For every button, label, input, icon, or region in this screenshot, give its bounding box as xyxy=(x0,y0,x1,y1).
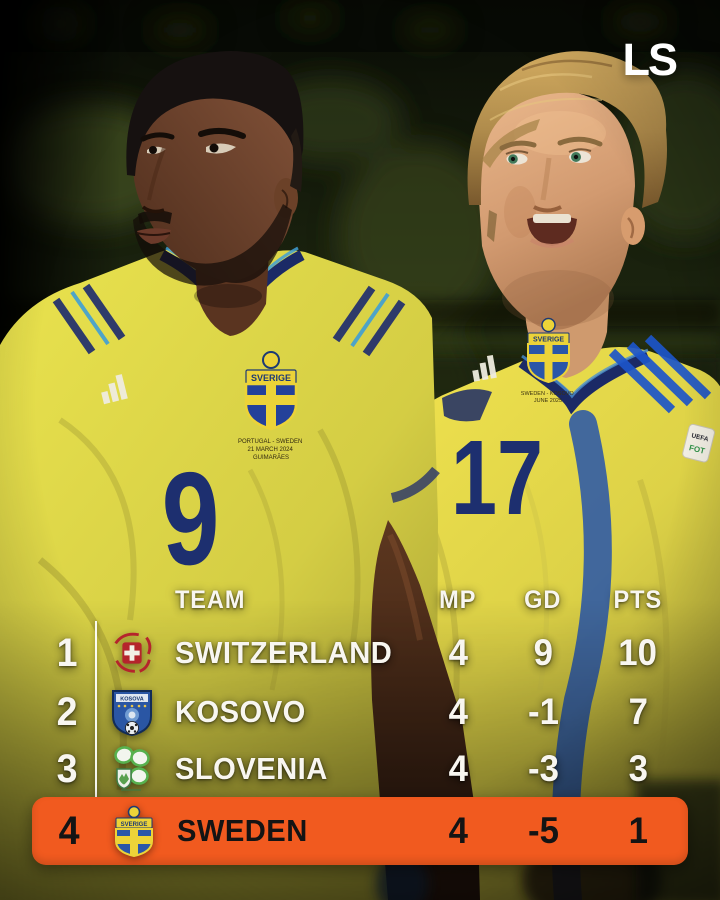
pts-value: 10 xyxy=(618,632,658,673)
table-row-sweden-highlighted: 4 SVERIGE SWEDEN 4 -5 1 xyxy=(32,797,688,865)
team-name: SLOVENIA xyxy=(175,751,328,786)
svg-text:SVERIGE: SVERIGE xyxy=(121,822,148,828)
table-row-slovenia: 3 SLOVENIA 4 -3 3 xyxy=(30,740,688,798)
table-header-row: TEAM MP GD PTS xyxy=(30,578,688,622)
header-gd: GD xyxy=(524,585,562,614)
position-label: 3 xyxy=(56,746,78,791)
standings-table: TEAM MP GD PTS 1 SWITZERLAND 4 9 xyxy=(30,0,688,900)
switzerland-crest-icon xyxy=(104,628,160,678)
team-name: KOSOVO xyxy=(175,694,306,729)
mp-value: 4 xyxy=(448,810,468,851)
gd-value: 9 xyxy=(533,632,553,673)
table-row-kosovo: 2 KOSOVA KOSOVO 4 -1 7 xyxy=(30,683,688,741)
position-label: 1 xyxy=(56,630,78,675)
slovenia-crest-icon xyxy=(104,743,160,795)
position-label: 4 xyxy=(58,808,80,853)
pts-value: 7 xyxy=(628,691,648,732)
livescore-logo: LS xyxy=(622,34,677,85)
gd-value: -3 xyxy=(527,748,559,789)
svg-text:KOSOVA: KOSOVA xyxy=(120,697,143,703)
team-name: SWITZERLAND xyxy=(175,635,393,670)
pts-value: 1 xyxy=(628,810,648,851)
table-divider-line xyxy=(95,621,97,797)
table-row-switzerland: 1 SWITZERLAND 4 9 10 xyxy=(30,624,688,682)
header-mp: MP xyxy=(439,585,477,614)
gd-value: -5 xyxy=(527,810,559,851)
kosovo-crest-icon: KOSOVA xyxy=(104,686,160,738)
pts-value: 3 xyxy=(628,748,648,789)
position-label: 2 xyxy=(56,689,78,734)
sweden-crest-icon: SVERIGE xyxy=(106,805,162,857)
mp-value: 4 xyxy=(448,748,468,789)
gd-value: -1 xyxy=(527,691,559,732)
header-pts: PTS xyxy=(613,585,663,614)
header-team: TEAM xyxy=(175,585,246,614)
mp-value: 4 xyxy=(448,632,468,673)
mp-value: 4 xyxy=(448,691,468,732)
team-name: SWEDEN xyxy=(177,813,308,848)
